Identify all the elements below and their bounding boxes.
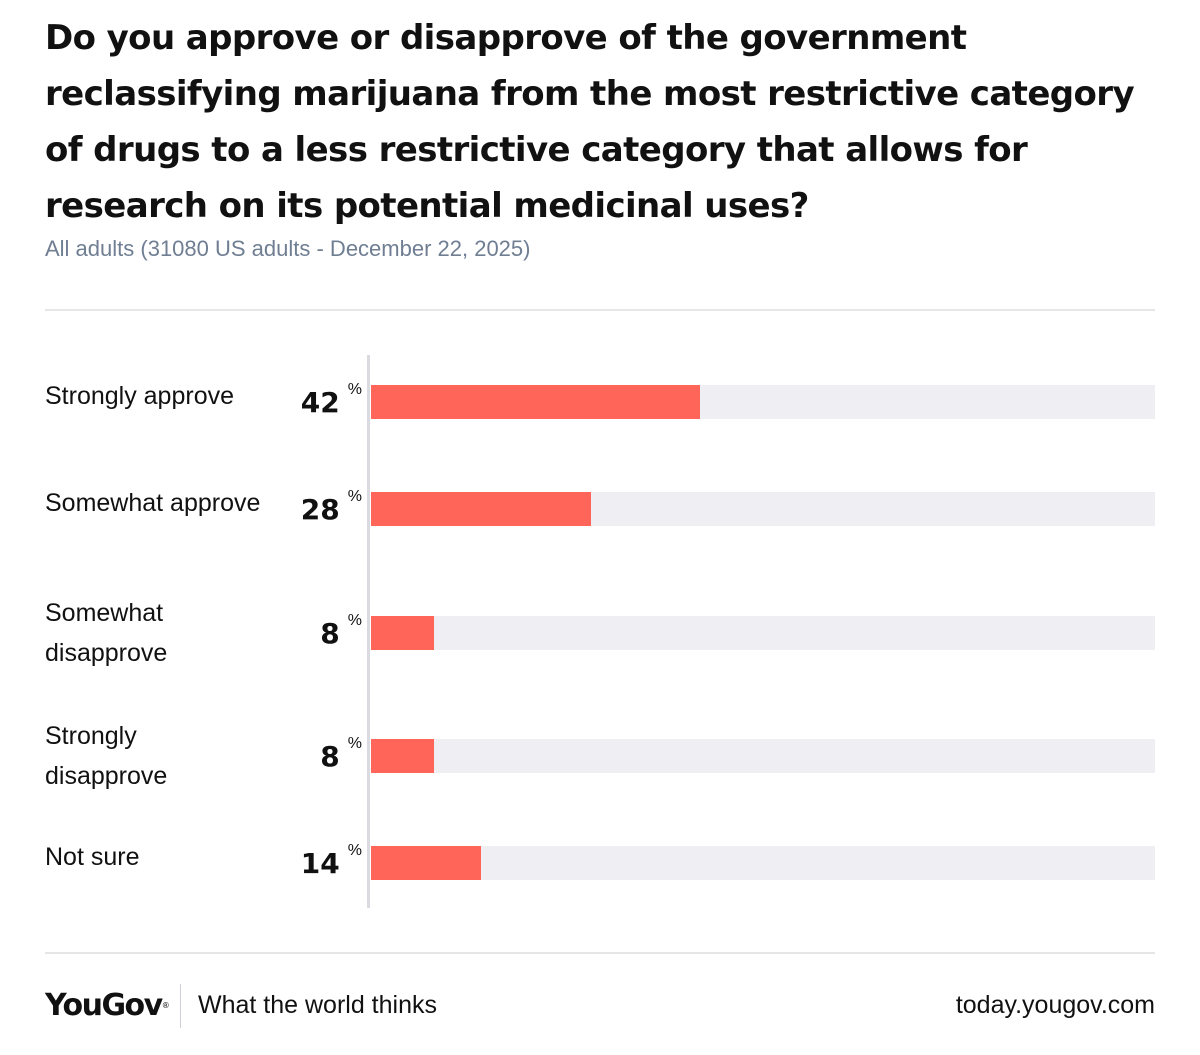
data-label-value: 8 bbox=[320, 740, 340, 773]
header-divider bbox=[45, 309, 1155, 311]
data-label-percent: % bbox=[347, 842, 362, 859]
bar-track bbox=[371, 616, 1155, 650]
yougov-logo[interactable]: YouGov® bbox=[45, 984, 170, 1028]
footer-url-link[interactable]: today.yougov.com bbox=[955, 991, 1155, 1019]
bar-track bbox=[371, 739, 1155, 773]
axis-line bbox=[367, 355, 370, 908]
data-label-value: 42 bbox=[300, 386, 340, 419]
data-label-percent: % bbox=[347, 735, 362, 752]
category-label: Somewhat disapprove bbox=[45, 599, 168, 667]
data-label-percent: % bbox=[347, 488, 362, 505]
footer-vertical-divider bbox=[180, 984, 181, 1028]
footer-divider bbox=[45, 952, 1155, 954]
data-label-value: 14 bbox=[300, 847, 340, 880]
data-label: 42% bbox=[300, 382, 362, 420]
data-label-percent: % bbox=[347, 612, 362, 629]
category-label: Somewhat approve bbox=[45, 489, 261, 517]
data-label: 8% bbox=[320, 613, 362, 651]
yougov-logo-text: YouGov bbox=[45, 988, 163, 1023]
bar bbox=[371, 616, 434, 650]
data-label: 28% bbox=[300, 489, 362, 527]
category-label: Strongly approve bbox=[45, 382, 235, 410]
bar bbox=[371, 492, 591, 526]
footer-tagline: What the world thinks bbox=[198, 991, 437, 1019]
data-label-value: 28 bbox=[300, 493, 340, 526]
data-label: 8% bbox=[320, 736, 362, 774]
bar bbox=[371, 846, 481, 880]
bar-track bbox=[371, 492, 1155, 526]
data-label-value: 8 bbox=[320, 617, 340, 650]
data-label: 14% bbox=[300, 843, 362, 881]
bar-chart: Strongly approve 42% Somewhat approve 28% So… bbox=[0, 355, 1200, 910]
bar bbox=[371, 739, 434, 773]
data-label-percent: % bbox=[347, 381, 362, 398]
registered-mark: ® bbox=[161, 1001, 170, 1010]
category-label: Strongly disapprove bbox=[45, 722, 168, 790]
bar bbox=[371, 385, 700, 419]
category-label: Not sure bbox=[45, 843, 140, 871]
chart-subtitle: All adults (31080 US adults - December 2… bbox=[45, 236, 531, 261]
chart-title: Do you approve or disapprove of the gove… bbox=[45, 18, 1135, 226]
bar-track bbox=[371, 385, 1155, 419]
bar-track bbox=[371, 846, 1155, 880]
